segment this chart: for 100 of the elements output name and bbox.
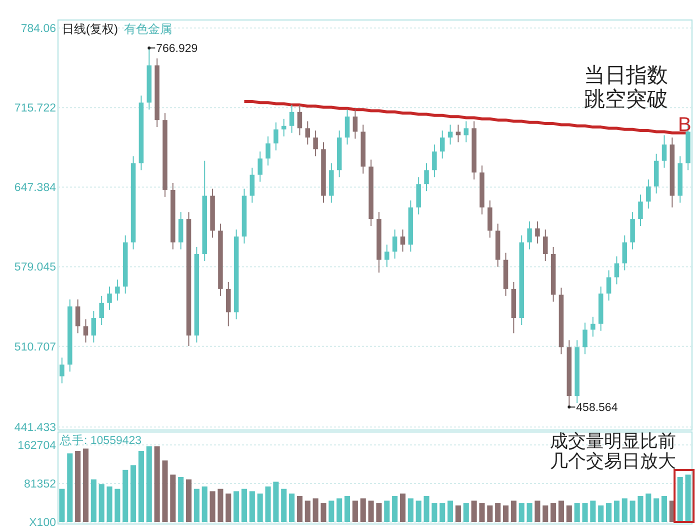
- candlestick: [400, 229, 406, 252]
- candlestick: [91, 310, 96, 343]
- bar: [487, 505, 493, 522]
- bar: [510, 500, 516, 522]
- bar: [558, 500, 564, 522]
- y-tick-label: 441.433: [14, 422, 56, 434]
- candlestick: [107, 286, 112, 310]
- candlestick: [250, 167, 255, 204]
- candlestick: [638, 194, 643, 227]
- bar: [368, 500, 374, 522]
- candlestick: [384, 244, 390, 268]
- bar: [312, 498, 318, 522]
- bar: [130, 465, 136, 522]
- bar: [360, 498, 366, 522]
- bar: [273, 482, 279, 522]
- bar: [495, 503, 501, 522]
- bar: [534, 500, 540, 522]
- bar: [590, 500, 596, 522]
- bar: [614, 500, 620, 522]
- bar: [67, 453, 73, 522]
- bar: [384, 500, 390, 522]
- candlestick: [590, 316, 596, 338]
- bar: [685, 474, 691, 522]
- chart-subtitle: 有色金属: [124, 22, 172, 36]
- candlestick: [416, 176, 421, 215]
- bar: [249, 491, 255, 522]
- candlestick: [646, 178, 651, 210]
- bar: [463, 503, 469, 522]
- candlestick: [266, 136, 270, 166]
- annotation: B: [678, 114, 692, 136]
- bar: [320, 503, 326, 522]
- bar: [424, 496, 430, 522]
- bar: [59, 488, 65, 522]
- bar: [289, 494, 295, 522]
- candlestick: [630, 212, 635, 250]
- bar: [122, 470, 128, 522]
- bar: [265, 486, 271, 522]
- y-tick-label: 162704: [18, 440, 57, 452]
- bar: [448, 500, 454, 522]
- bar: [296, 496, 302, 522]
- candlestick: [662, 134, 667, 168]
- bar: [598, 505, 604, 522]
- bar: [82, 448, 89, 522]
- bar: [234, 491, 240, 522]
- candlestick: [614, 256, 620, 285]
- chart-title: 日线(复权): [62, 22, 118, 36]
- candlestick: [75, 298, 80, 334]
- bar: [170, 474, 176, 522]
- bar: [582, 503, 588, 522]
- bar: [194, 488, 200, 522]
- candlestick: [99, 295, 104, 326]
- bar: [75, 450, 81, 522]
- bar: [526, 503, 532, 522]
- bar: [146, 446, 152, 522]
- bar: [416, 500, 422, 522]
- bar: [98, 484, 104, 522]
- candlestick: [289, 104, 294, 134]
- bar: [336, 498, 342, 522]
- bar: [574, 503, 580, 522]
- chart-title: 总手: 10559423: [59, 433, 142, 447]
- candlestick: [432, 144, 437, 178]
- y-tick-label: 784.06: [20, 23, 56, 35]
- bar: [550, 503, 556, 522]
- bar: [226, 494, 232, 522]
- bar: [202, 486, 208, 522]
- y-tick-label: 579.045: [14, 262, 56, 274]
- candlestick: [488, 200, 492, 238]
- bar: [210, 491, 216, 522]
- annotation: 458.564: [576, 402, 618, 414]
- y-tick-label: 510.707: [14, 341, 56, 354]
- bar: [257, 494, 263, 522]
- bar: [630, 500, 636, 522]
- bar: [304, 500, 310, 522]
- bar: [162, 460, 168, 522]
- bar: [542, 505, 548, 522]
- candlestick: [83, 318, 88, 343]
- bar: [661, 496, 668, 522]
- bar: [677, 477, 683, 522]
- annotation: 当日指数跳空突破: [584, 64, 668, 111]
- annotation: 766.929: [156, 42, 198, 55]
- bar: [154, 446, 160, 522]
- candlestick: [582, 322, 588, 355]
- candlestick: [464, 120, 469, 143]
- bar: [241, 488, 248, 522]
- bar: [646, 494, 652, 522]
- bar: [344, 496, 350, 522]
- bar: [440, 503, 446, 522]
- bar: [392, 496, 398, 522]
- bar: [566, 505, 572, 522]
- candlestick: [448, 124, 453, 146]
- bar: [432, 503, 438, 522]
- candlestick: [178, 212, 184, 250]
- candlestick: [281, 118, 286, 137]
- candlestick: [258, 151, 262, 182]
- candlestick: [543, 229, 548, 262]
- candlestick: [274, 122, 278, 151]
- bar: [408, 498, 414, 522]
- bar: [352, 500, 358, 522]
- candlestick: [297, 104, 302, 136]
- candlestick: [606, 270, 612, 302]
